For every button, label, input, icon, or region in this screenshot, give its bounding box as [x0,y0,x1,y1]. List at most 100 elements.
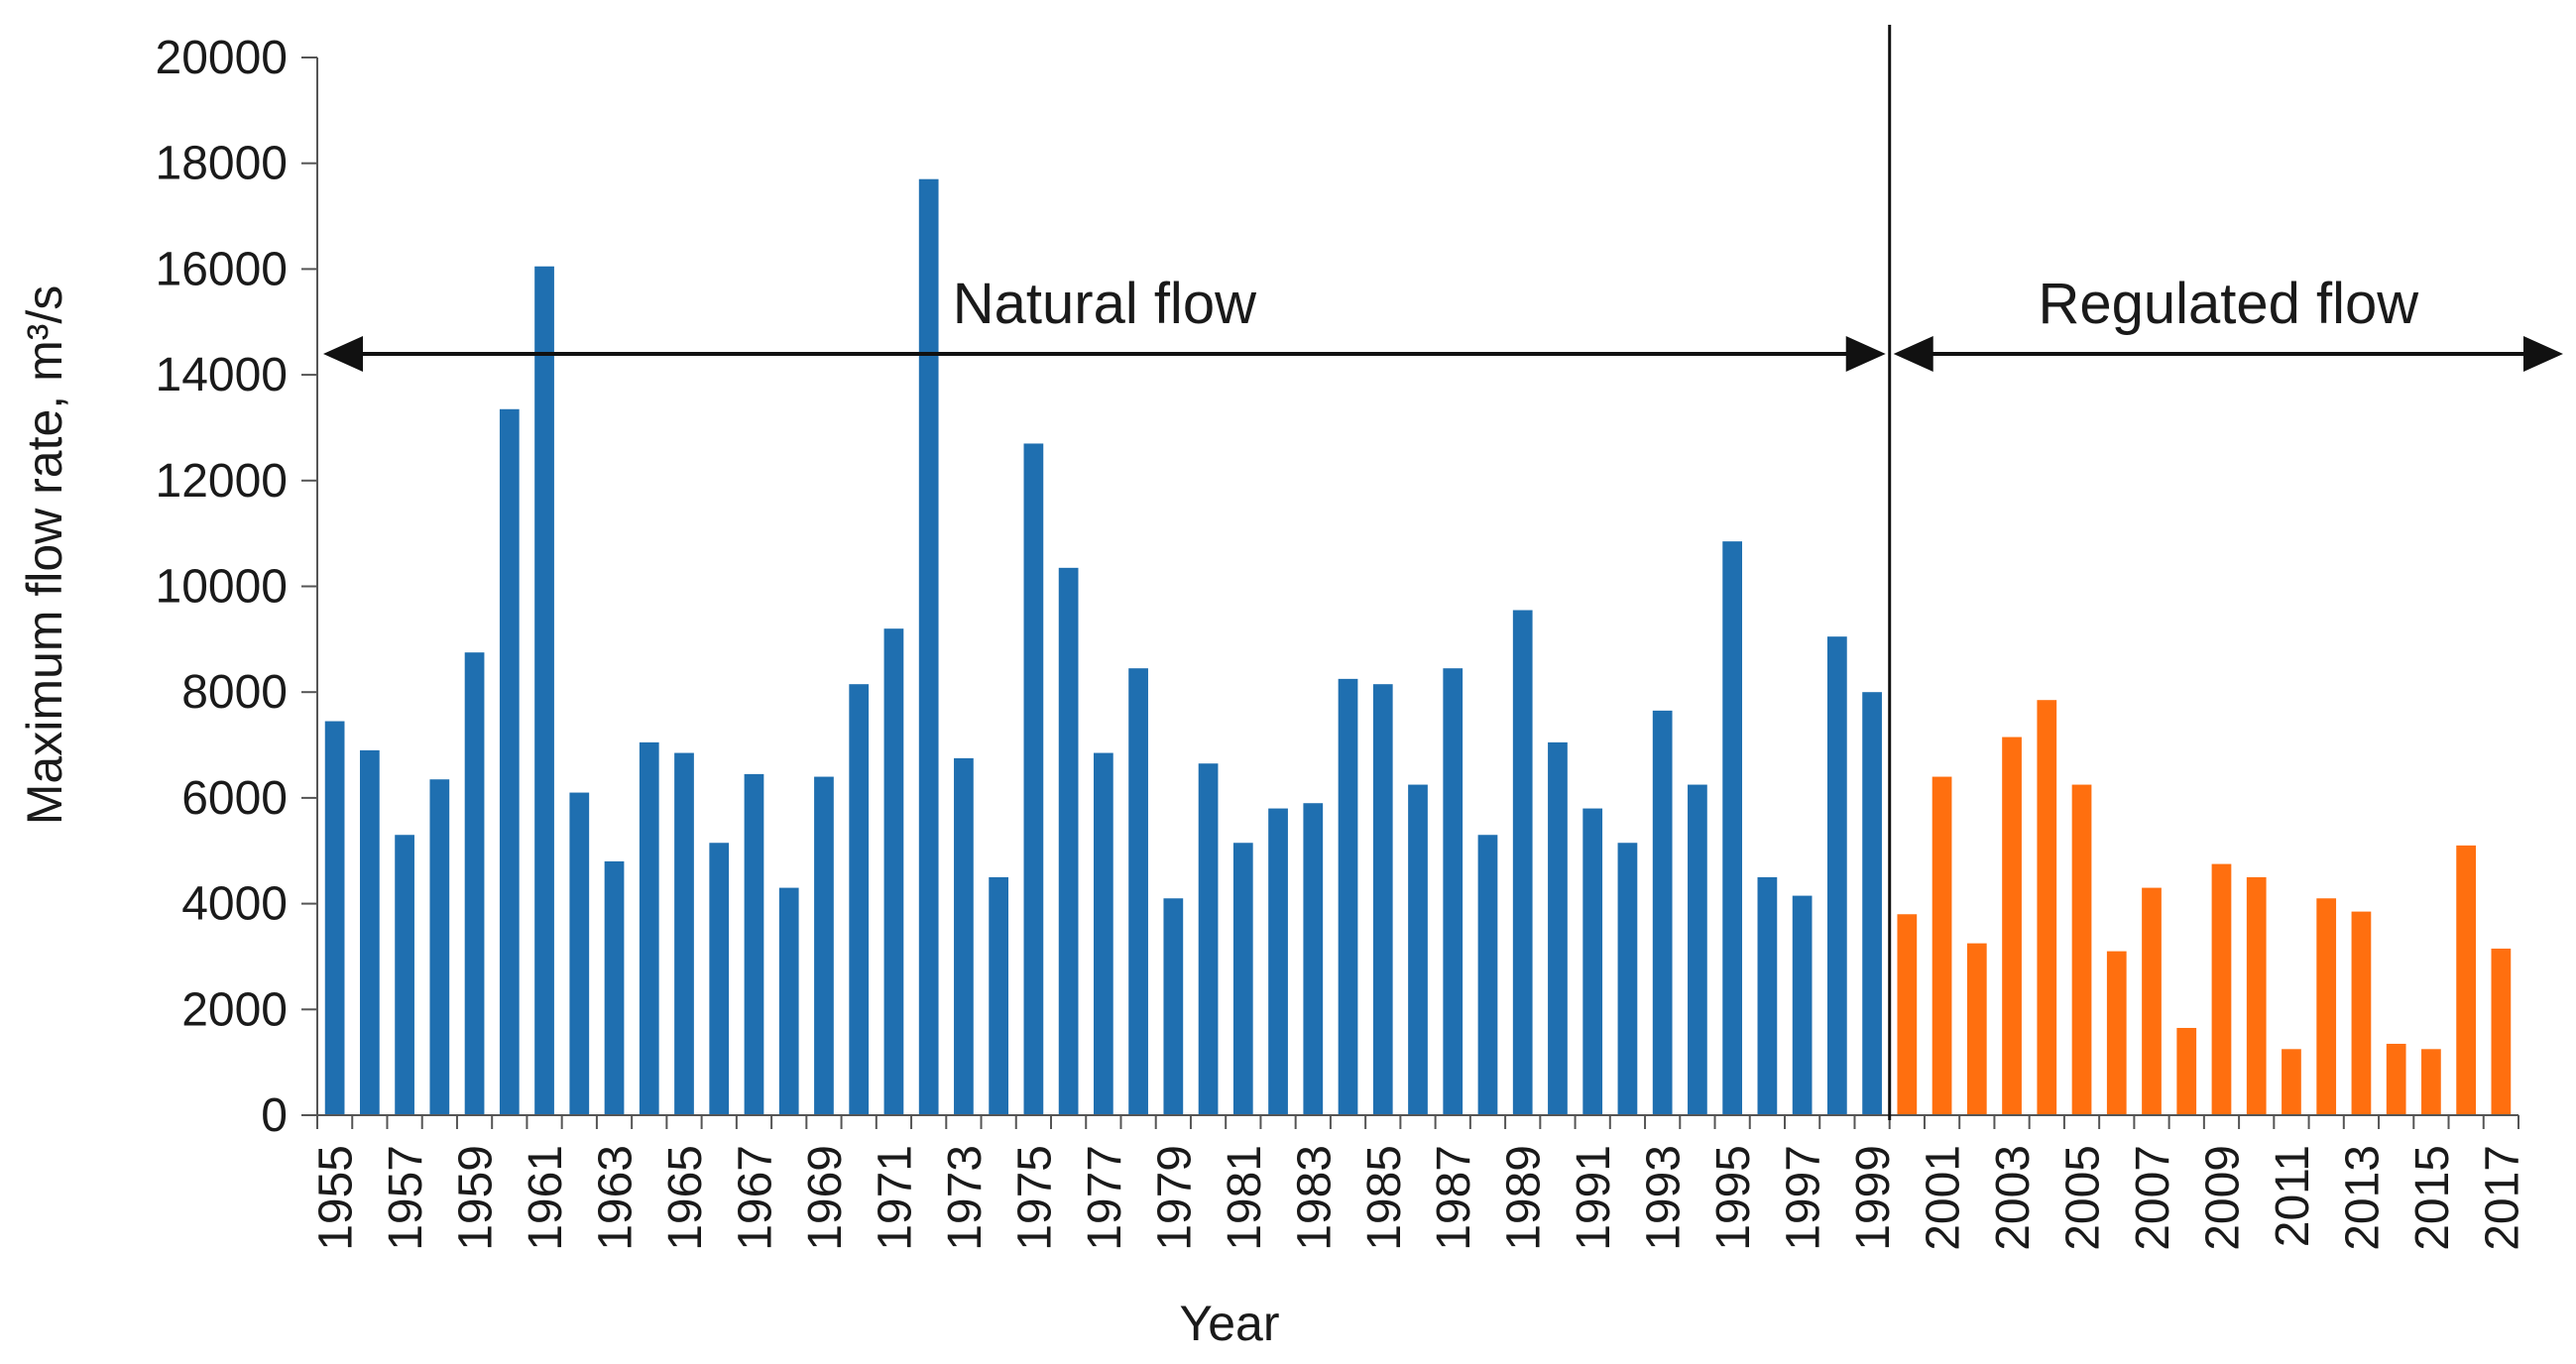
bar-2004 [2037,700,2057,1115]
x-tick-label: 2015 [2406,1145,2459,1251]
bar-2011 [2282,1049,2301,1115]
y-tick-label: 18000 [156,138,288,190]
annotations: Natural flow Regulated flow [323,25,2563,1120]
bar-1976 [1058,567,1079,1115]
bar-1975 [1023,443,1044,1116]
y-tick-label: 2000 [181,983,288,1036]
bar-2010 [2246,876,2267,1115]
bar-2002 [1966,943,1987,1115]
bar-2017 [2491,948,2512,1115]
y-tick-label: 6000 [181,772,288,825]
bar-1987 [1443,668,1464,1115]
bar-1960 [499,408,520,1116]
x-tick-label: 1995 [1707,1145,1760,1251]
x-tick-label: 1991 [1568,1145,1620,1251]
x-tick-label: 2011 [2267,1145,2319,1247]
bar-1980 [1198,763,1219,1115]
x-tick-label: 1971 [869,1145,921,1251]
bar-2000 [1897,914,1918,1115]
x-tick-label: 1977 [1079,1145,1131,1251]
bar-1957 [395,835,414,1115]
bars [324,178,2512,1116]
x-tick-label: 1983 [1288,1145,1341,1251]
bar-1990 [1548,741,1568,1115]
period-label: Natural flow [953,272,1257,336]
arrow-head-left [1893,336,1933,372]
x-tick-label: 2005 [2057,1145,2110,1251]
bar-2007 [2142,887,2162,1115]
bar-1967 [744,773,764,1115]
bar-1981 [1232,843,1253,1115]
period-arrow [1893,336,2563,372]
bar-1970 [849,684,870,1115]
x-tick-label: 1997 [1778,1145,1830,1251]
y-tick-label: 8000 [181,666,288,719]
y-tick-label: 10000 [156,561,288,614]
y-axis: 0 2000 4000 6000 8000 10000 12000 14000 16000 180… [156,32,318,1142]
bar-2014 [2386,1043,2406,1115]
bar-2001 [1932,776,1952,1115]
bar-1969 [814,776,834,1115]
bar-1972 [918,178,939,1115]
bar-1997 [1792,895,1813,1115]
bar-1955 [324,721,345,1115]
bar-2003 [2002,737,2022,1115]
y-tick-label: 0 [261,1089,288,1142]
x-tick-label: 1967 [729,1145,781,1251]
x-tick-label: 1959 [450,1145,503,1251]
bar-1985 [1372,684,1393,1115]
x-tick-label: 1999 [1847,1145,1900,1251]
x-tick-label: 2003 [1987,1145,2040,1251]
bar-1983 [1303,803,1324,1115]
x-tick-label: 1973 [939,1145,992,1251]
y-tick-label: 14000 [156,349,288,401]
bar-1995 [1722,541,1743,1115]
x-tick-label: 1969 [799,1145,852,1251]
bar-1973 [954,757,974,1115]
bar-1986 [1408,784,1428,1115]
x-tick-label: 1987 [1428,1145,1480,1251]
bar-1994 [1688,784,1707,1115]
arrow-head-left [323,336,363,372]
bar-1978 [1128,668,1148,1115]
x-axis-title: Year [1179,1296,1279,1351]
x-tick-label: 1993 [1638,1145,1691,1251]
bar-1964 [639,741,659,1115]
bar-1993 [1652,710,1673,1115]
bar-1984 [1338,678,1358,1115]
bar-1992 [1617,843,1638,1115]
bar-2006 [2106,951,2127,1115]
x-tick-label: 1979 [1148,1145,1201,1251]
x-tick-label: 1989 [1498,1145,1551,1251]
y-tick-label: 16000 [156,243,288,295]
bar-1977 [1093,752,1113,1115]
bar-1963 [604,860,625,1115]
x-axis: 1955 1957 1959 1961 1963 1965 1967 1969 1971 1973… [310,1114,2528,1251]
x-tick-label: 1965 [659,1145,712,1251]
x-tick-label: 1985 [1358,1145,1411,1251]
x-tick-label: 2013 [2336,1145,2389,1251]
bar-1971 [883,628,904,1115]
bar-1968 [778,887,799,1115]
bar-1982 [1268,808,1288,1115]
x-tick-label: 2001 [1918,1145,1970,1251]
bar-1965 [674,752,694,1115]
bar-2009 [2211,863,2232,1115]
y-tick-label: 20000 [156,32,288,84]
bar-1958 [429,779,450,1115]
bar-2012 [2316,898,2337,1115]
bar-1979 [1163,898,1184,1115]
bar-2015 [2421,1049,2441,1115]
x-tick-label: 2007 [2127,1145,2179,1251]
x-tick-label: 1975 [1008,1145,1061,1251]
arrow-head-right [2523,336,2563,372]
bar-1998 [1826,636,1847,1115]
bar-1966 [709,843,730,1115]
x-tick-label: 1963 [590,1145,643,1251]
period-label: Regulated flow [2039,272,2420,336]
x-tick-label: 2009 [2196,1145,2249,1251]
period-arrow [323,336,1886,372]
bar-1991 [1582,808,1603,1115]
bar-1999 [1862,692,1882,1115]
